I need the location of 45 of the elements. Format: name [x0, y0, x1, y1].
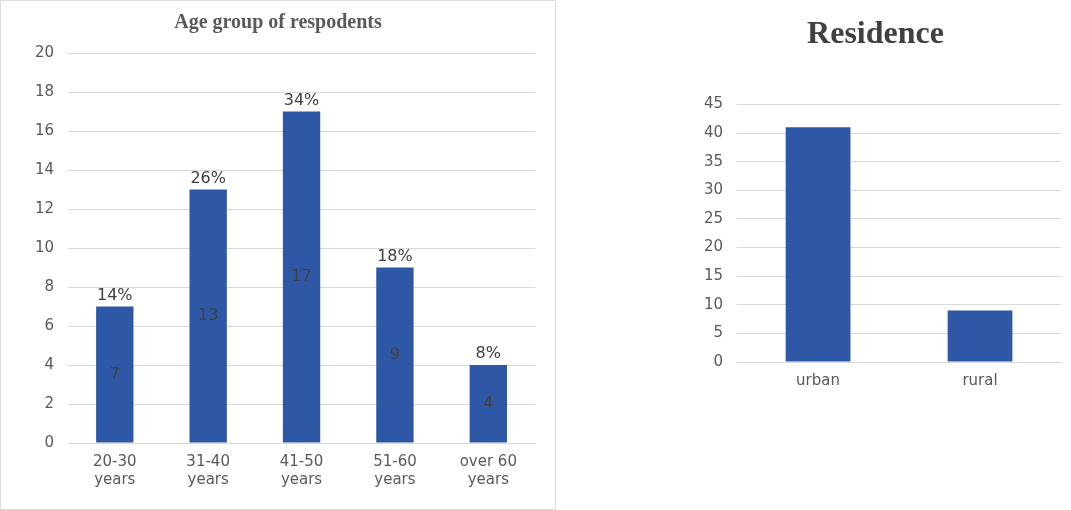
x-tick-label: urban [796, 370, 841, 389]
x-tick-label: rural [962, 370, 998, 389]
annotation: 14% [97, 284, 133, 304]
y-tick-label: 2 [44, 393, 55, 412]
data-label: 13 [197, 305, 219, 325]
y-tick-label: 0 [44, 432, 55, 451]
y-tick-label: 0 [713, 351, 724, 370]
bar [469, 365, 507, 443]
annotation: 8% [475, 343, 501, 363]
x-tick-label: 20-30 years [92, 451, 137, 488]
y-tick-label: 18 [34, 81, 55, 100]
y-tick-label: 20 [703, 237, 724, 256]
y-tick-label: 5 [713, 323, 724, 342]
chart-title: Age group of respodents [174, 10, 383, 34]
bar [96, 306, 134, 443]
bar [189, 189, 227, 443]
y-tick-label: 10 [34, 237, 55, 256]
y-tick-label: 10 [703, 294, 724, 313]
y-tick-label: 30 [703, 180, 724, 199]
annotation: 18% [377, 245, 413, 265]
y-tick-label: 16 [34, 120, 55, 139]
data-label: 4 [483, 392, 494, 412]
y-tick-label: 25 [703, 208, 724, 227]
x-tick-label: 51-60 years [373, 451, 417, 488]
annotation: 34% [283, 89, 320, 109]
y-tick-label: 12 [34, 198, 55, 217]
y-tick-label: 6 [44, 315, 55, 334]
y-tick-label: 8 [44, 276, 55, 295]
annotation: 26% [190, 167, 226, 187]
y-tick-label: 4 [44, 354, 55, 373]
y-tick-label: 14 [34, 159, 55, 178]
bar [282, 111, 321, 443]
data-label: 7 [109, 363, 120, 383]
x-tick-label: over 60 years [459, 451, 517, 488]
chart-title: Residence [807, 14, 944, 51]
x-tick-label: 31-40 years [186, 451, 230, 488]
x-tick-label: 41-50 years [279, 451, 324, 488]
bar [376, 267, 414, 443]
y-tick-label: 15 [703, 266, 724, 285]
data-label: 17 [291, 266, 312, 286]
y-tick-label: 20 [34, 42, 55, 61]
data-label: 9 [389, 344, 401, 364]
y-tick-label: 40 [703, 122, 724, 141]
y-tick-label: 45 [703, 94, 724, 113]
y-tick-label: 35 [703, 151, 724, 170]
